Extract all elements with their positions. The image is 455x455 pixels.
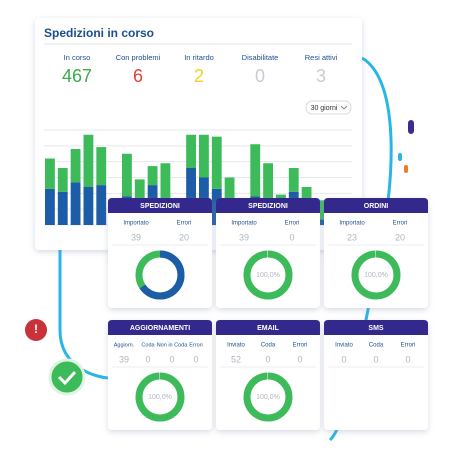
stat-value: 467 xyxy=(62,66,92,86)
widget-title: AGGIORNAMENTI xyxy=(130,325,190,332)
bar-segment xyxy=(122,153,132,197)
widget-title: SPEDIZIONI xyxy=(140,203,180,210)
success-icon xyxy=(48,358,86,396)
stat-value: 6 xyxy=(133,66,143,86)
widget-header xyxy=(216,198,320,213)
widget-stat-value: 23 xyxy=(347,232,357,242)
widget-title: SPEDIZIONI xyxy=(248,203,288,210)
main-card xyxy=(35,18,362,250)
widget-stat-label: Inviato xyxy=(227,343,245,349)
widget-stat-value: 0 xyxy=(145,354,150,364)
widget-stat-value: 0 xyxy=(405,354,410,364)
widget-stat-value: 0 xyxy=(265,354,270,364)
widget-stat-label: Coda xyxy=(261,343,276,349)
filter-label[interactable]: 30 giorni xyxy=(311,105,338,112)
bar-segment xyxy=(45,158,55,189)
widget-stat-label: Errori xyxy=(189,342,202,348)
widget-stat-value: 0 xyxy=(297,354,302,364)
bar-segment xyxy=(147,166,158,186)
bar-segment xyxy=(186,168,196,225)
card-title: Spedizioni in corso xyxy=(44,26,154,40)
widget-header xyxy=(108,320,212,335)
widget-stat-label: Errori xyxy=(401,343,416,349)
bar-segment xyxy=(199,134,209,178)
filter-dropdown[interactable] xyxy=(305,100,352,115)
bar-segment xyxy=(211,136,222,189)
dropdown-arrow xyxy=(340,105,348,110)
check-mark xyxy=(57,370,77,386)
stat-label: Resi attivi xyxy=(305,53,338,62)
bar-segment xyxy=(186,134,196,168)
widget-stat-value: 39 xyxy=(239,232,249,242)
widget-title: EMAIL xyxy=(257,325,280,332)
bar-segment xyxy=(70,149,81,183)
widget-stat-value: 0 xyxy=(373,354,378,364)
widget-stat-value: 20 xyxy=(179,232,189,242)
widget-title: ORDINI xyxy=(364,203,389,210)
stat-value: 0 xyxy=(255,66,265,86)
widget-stat-value: 0 xyxy=(289,232,294,242)
ring-value xyxy=(135,250,185,300)
widget-stat-value: 0 xyxy=(193,354,198,364)
bar-segment xyxy=(70,182,81,225)
stat-label: Disabilitate xyxy=(242,53,279,62)
widget-title: SMS xyxy=(368,325,384,332)
ring-label: 100,0% xyxy=(364,272,388,279)
widget-stat-value: 52 xyxy=(231,354,241,364)
widget-stat-label: Inviato xyxy=(335,343,353,349)
bar-segment xyxy=(57,191,68,225)
bar-segment xyxy=(96,185,107,225)
widget-stat-label: Aggiorn. xyxy=(114,342,135,348)
widget-stat-label: Coda xyxy=(141,342,155,348)
ring-label: 100,0% xyxy=(148,394,172,401)
bar-segment xyxy=(96,147,107,186)
stat-label: In corso xyxy=(64,53,91,62)
widget-stat-label: Non in Coda xyxy=(157,342,189,348)
ring-label: 100,0% xyxy=(256,394,280,401)
bar-segment xyxy=(83,134,94,187)
bar-segment xyxy=(224,177,235,206)
widget-stat-value: 20 xyxy=(395,232,405,242)
widget-stat-value: 39 xyxy=(119,354,129,364)
ring-value xyxy=(351,250,401,300)
stat-label: Con problemi xyxy=(116,53,161,62)
widget-stat-label: Errori xyxy=(177,221,192,227)
widget-stat-label: Errori xyxy=(393,221,408,227)
widget-stat-label: Errori xyxy=(285,221,300,227)
bar-segment xyxy=(45,188,55,225)
ring-value xyxy=(243,372,293,422)
widget-stat-value: 0 xyxy=(341,354,346,364)
widget-stat-label: Errori xyxy=(293,343,308,349)
ring-value xyxy=(135,372,185,422)
ring-value xyxy=(243,250,293,300)
widget-stat-label: Coda xyxy=(369,343,384,349)
stat-value: 3 xyxy=(316,66,326,86)
widget-header xyxy=(216,320,320,335)
widget-header xyxy=(324,198,428,213)
decoration xyxy=(404,165,408,173)
error-icon xyxy=(25,319,47,341)
widget-stat-value: 0 xyxy=(169,354,174,364)
widget-stat-value: 39 xyxy=(131,232,141,242)
widget-stat-label: Importato xyxy=(123,221,149,227)
widget-stat-label: Importato xyxy=(339,221,365,227)
stat-label: In ritardo xyxy=(184,53,214,62)
widget-stat-label: Importato xyxy=(231,221,257,227)
decoration xyxy=(408,120,414,134)
widget-header xyxy=(108,198,212,213)
bar-segment xyxy=(263,163,273,202)
bar-segment xyxy=(57,168,68,192)
widget-card xyxy=(324,320,428,430)
stat-value: 2 xyxy=(194,66,204,86)
bar-segment xyxy=(250,144,261,197)
bar-segment xyxy=(83,187,94,225)
error-icon-mark: ! xyxy=(34,322,38,336)
widget-header xyxy=(324,320,428,335)
ring-label: 100,0% xyxy=(256,272,280,279)
bar-segment xyxy=(134,179,145,199)
bar-segment xyxy=(160,163,171,202)
bar-segment xyxy=(288,168,299,192)
decoration xyxy=(398,153,402,161)
